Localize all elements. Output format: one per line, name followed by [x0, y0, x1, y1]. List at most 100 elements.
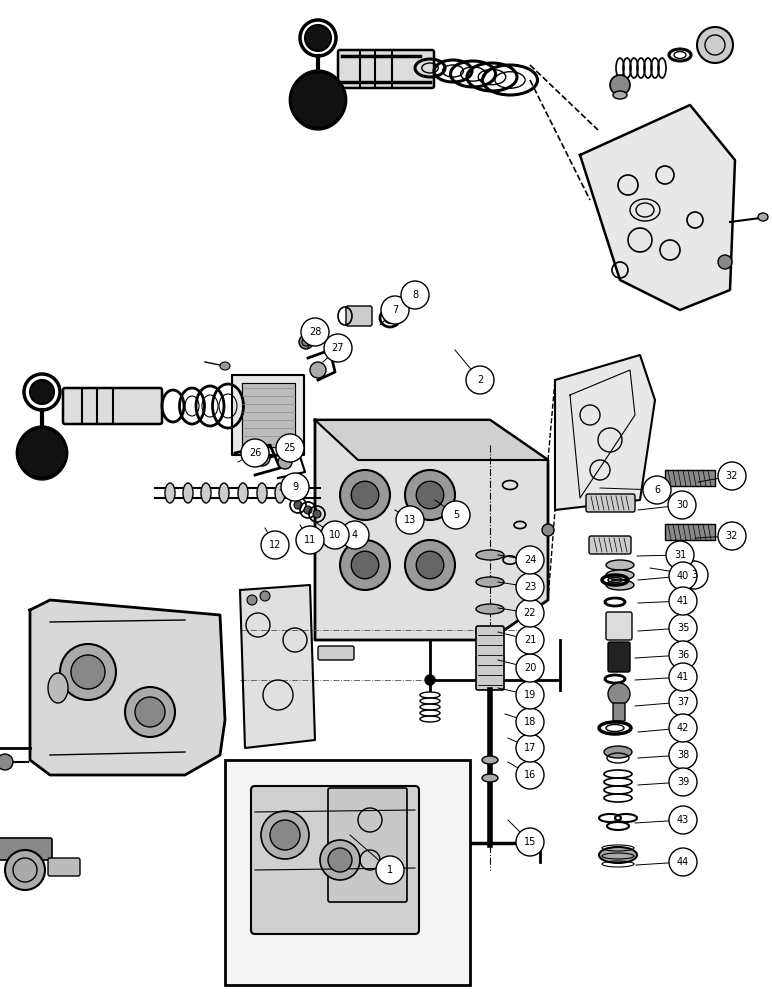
Circle shape [260, 591, 270, 601]
Text: 15: 15 [524, 837, 537, 847]
Ellipse shape [257, 483, 267, 503]
Text: 8: 8 [412, 290, 418, 300]
FancyBboxPatch shape [586, 494, 635, 512]
FancyBboxPatch shape [589, 536, 631, 554]
Circle shape [718, 255, 732, 269]
Text: 1: 1 [387, 865, 393, 875]
Polygon shape [580, 105, 735, 310]
Ellipse shape [201, 483, 211, 503]
Ellipse shape [604, 746, 632, 758]
Circle shape [301, 318, 329, 346]
Ellipse shape [758, 213, 768, 221]
Circle shape [666, 541, 694, 569]
Circle shape [669, 741, 697, 769]
FancyBboxPatch shape [476, 626, 504, 690]
Polygon shape [315, 420, 548, 640]
Circle shape [261, 811, 309, 859]
FancyBboxPatch shape [665, 524, 715, 540]
Text: 9: 9 [292, 482, 298, 492]
Ellipse shape [476, 550, 504, 560]
Text: 11: 11 [304, 535, 316, 545]
Text: 22: 22 [523, 608, 537, 618]
Text: 26: 26 [249, 448, 261, 458]
Circle shape [542, 524, 554, 536]
Ellipse shape [606, 580, 634, 590]
Circle shape [416, 481, 444, 509]
Circle shape [643, 476, 671, 504]
Text: 35: 35 [677, 623, 689, 633]
Circle shape [261, 531, 289, 559]
Circle shape [30, 380, 54, 404]
Circle shape [697, 27, 733, 63]
Circle shape [247, 595, 257, 605]
Circle shape [401, 281, 429, 309]
Circle shape [125, 687, 175, 737]
FancyBboxPatch shape [608, 642, 630, 672]
Ellipse shape [48, 673, 68, 703]
Ellipse shape [238, 483, 248, 503]
Ellipse shape [183, 483, 193, 503]
Circle shape [610, 75, 630, 95]
Ellipse shape [476, 627, 504, 637]
Ellipse shape [599, 847, 637, 863]
Circle shape [668, 491, 696, 519]
Circle shape [351, 481, 379, 509]
Text: 32: 32 [726, 471, 738, 481]
Ellipse shape [482, 774, 498, 782]
Circle shape [376, 856, 404, 884]
Text: 31: 31 [674, 550, 686, 560]
Text: 38: 38 [677, 750, 689, 760]
Polygon shape [315, 420, 548, 460]
Circle shape [425, 675, 435, 685]
Ellipse shape [606, 570, 634, 580]
Circle shape [608, 683, 630, 705]
Circle shape [516, 681, 544, 709]
Text: 25: 25 [284, 443, 296, 453]
Circle shape [669, 768, 697, 796]
Circle shape [718, 462, 746, 490]
FancyBboxPatch shape [63, 388, 162, 424]
Circle shape [304, 506, 312, 514]
FancyBboxPatch shape [606, 612, 632, 640]
Circle shape [466, 366, 494, 394]
Polygon shape [17, 426, 67, 480]
Text: 6: 6 [654, 485, 660, 495]
Circle shape [278, 455, 292, 469]
Circle shape [276, 434, 304, 462]
Circle shape [516, 761, 544, 789]
Circle shape [254, 450, 270, 466]
FancyBboxPatch shape [665, 470, 715, 486]
Text: 36: 36 [677, 650, 689, 660]
FancyBboxPatch shape [346, 306, 372, 326]
Circle shape [516, 708, 544, 736]
Ellipse shape [613, 91, 627, 99]
Circle shape [669, 562, 697, 590]
Text: 17: 17 [524, 743, 537, 753]
Polygon shape [290, 70, 346, 130]
Text: 5: 5 [453, 510, 459, 520]
Text: 41: 41 [677, 672, 689, 682]
Circle shape [442, 501, 470, 529]
Text: 13: 13 [404, 515, 416, 525]
Text: 7: 7 [392, 305, 398, 315]
FancyBboxPatch shape [251, 786, 419, 934]
Ellipse shape [476, 655, 504, 665]
Circle shape [669, 641, 697, 669]
Circle shape [416, 551, 444, 579]
Polygon shape [30, 600, 225, 775]
Circle shape [324, 334, 352, 362]
Ellipse shape [476, 652, 504, 662]
Text: 12: 12 [269, 540, 281, 550]
Circle shape [340, 470, 390, 520]
Polygon shape [555, 355, 655, 510]
Text: 24: 24 [524, 555, 537, 565]
Text: 41: 41 [677, 596, 689, 606]
Text: 3: 3 [691, 570, 697, 580]
Circle shape [5, 850, 45, 890]
Text: 4: 4 [352, 530, 358, 540]
Circle shape [669, 806, 697, 834]
Circle shape [0, 754, 13, 770]
Ellipse shape [275, 483, 285, 503]
Text: 21: 21 [524, 635, 537, 645]
Circle shape [281, 473, 309, 501]
